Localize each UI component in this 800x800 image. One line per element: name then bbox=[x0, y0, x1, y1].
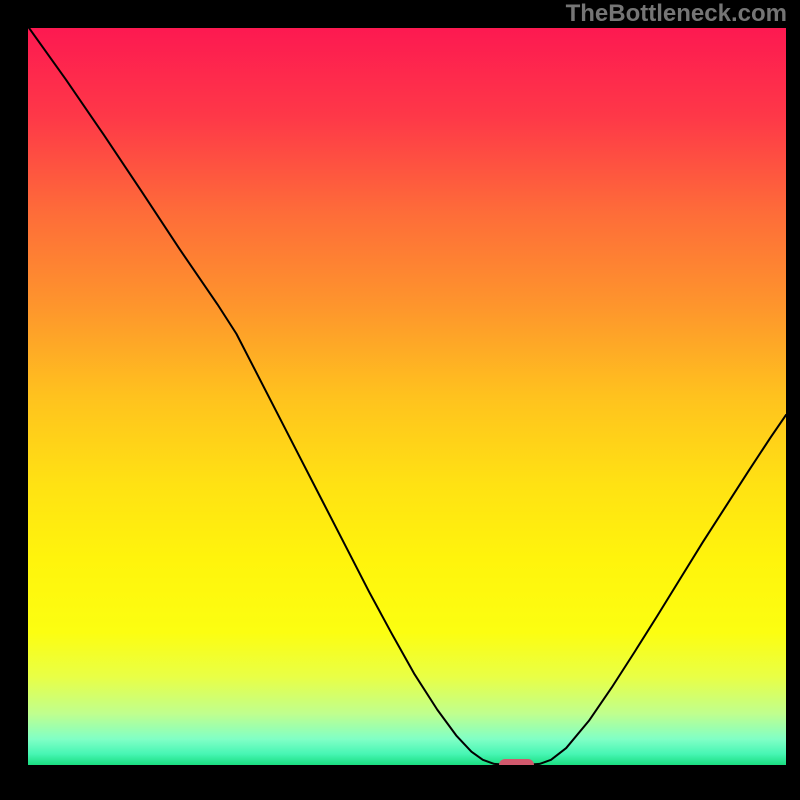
frame-bottom bbox=[0, 765, 800, 800]
minimum-marker bbox=[499, 759, 534, 765]
curve-svg bbox=[28, 28, 786, 765]
plot-area bbox=[28, 28, 786, 765]
watermark-text: TheBottleneck.com bbox=[566, 0, 787, 28]
frame-right bbox=[786, 0, 800, 800]
frame-left bbox=[0, 0, 28, 800]
bottleneck-chart: TheBottleneck.com bbox=[0, 0, 800, 800]
